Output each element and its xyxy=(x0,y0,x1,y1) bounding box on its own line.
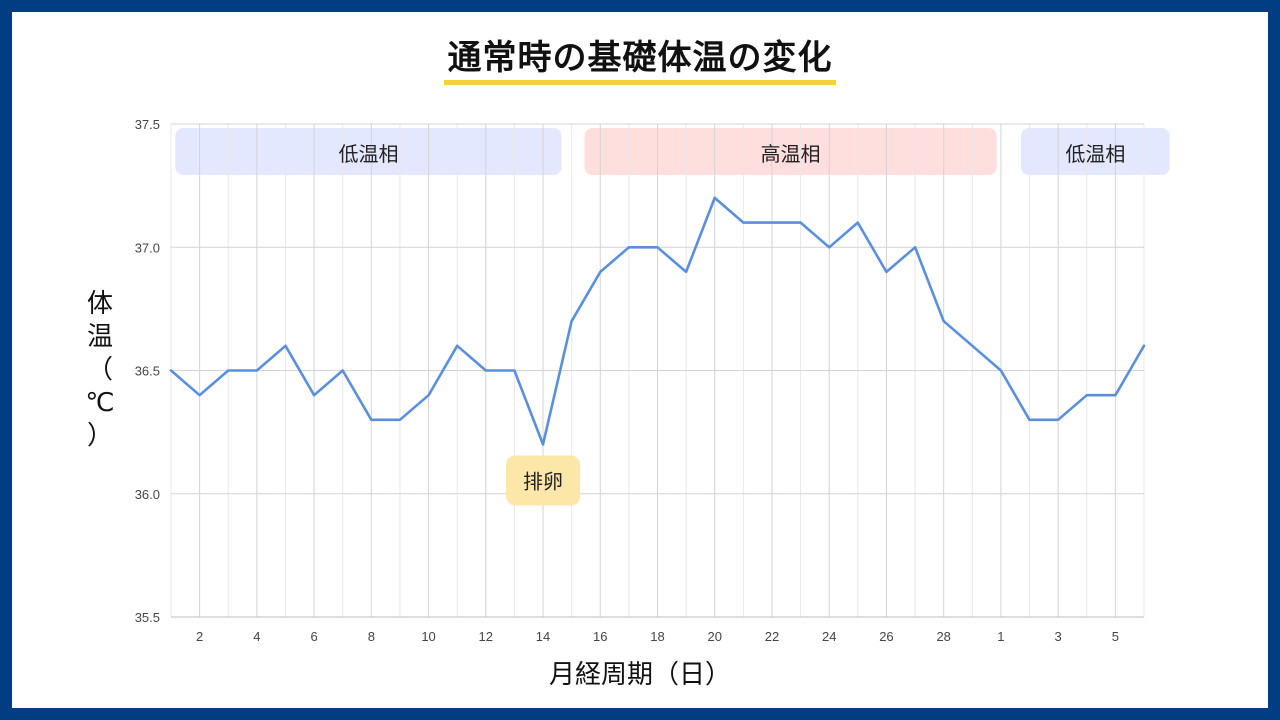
x-tick-label: 12 xyxy=(479,629,493,644)
phase-band-2 xyxy=(584,128,997,175)
page-title: 通常時の基礎体温の変化 xyxy=(447,38,833,78)
y-tick-label: 36.0 xyxy=(135,487,160,502)
y-tick-label: 35.5 xyxy=(135,610,160,625)
x-tick-label: 2 xyxy=(196,629,203,644)
ovulation-label: 排卵 xyxy=(523,469,563,493)
y-tick-label: 37.0 xyxy=(135,240,160,255)
x-tick-label: 28 xyxy=(936,629,950,644)
phase-label-3: 低温相 xyxy=(1065,142,1125,166)
y-axis-label: 体温（℃） xyxy=(85,289,115,451)
x-tick-label: 24 xyxy=(822,629,836,644)
phase-label-2: 高温相 xyxy=(761,142,821,166)
x-tick-label: 8 xyxy=(368,629,375,644)
phase-band-1 xyxy=(175,128,562,175)
x-tick-label: 14 xyxy=(536,629,550,644)
x-tick-label: 5 xyxy=(1112,629,1119,644)
x-tick-label: 6 xyxy=(310,629,317,644)
x-tick-label: 3 xyxy=(1055,629,1062,644)
x-tick-label: 20 xyxy=(708,629,722,644)
x-tick-label: 26 xyxy=(879,629,893,644)
x-tick-label: 10 xyxy=(421,629,435,644)
phase-label-1: 低温相 xyxy=(338,142,398,166)
x-tick-label: 4 xyxy=(253,629,260,644)
x-axis-label: 月経周期（日） xyxy=(548,660,731,690)
y-tick-label: 36.5 xyxy=(135,364,160,379)
x-tick-label: 22 xyxy=(765,629,779,644)
title-underline xyxy=(444,80,836,85)
x-tick-label: 1 xyxy=(997,629,1004,644)
ovulation-badge xyxy=(506,455,581,506)
temperature-line xyxy=(169,196,1146,446)
x-tick-label: 18 xyxy=(650,629,664,644)
x-tick-label: 16 xyxy=(593,629,607,644)
y-tick-label: 37.5 xyxy=(135,117,160,132)
